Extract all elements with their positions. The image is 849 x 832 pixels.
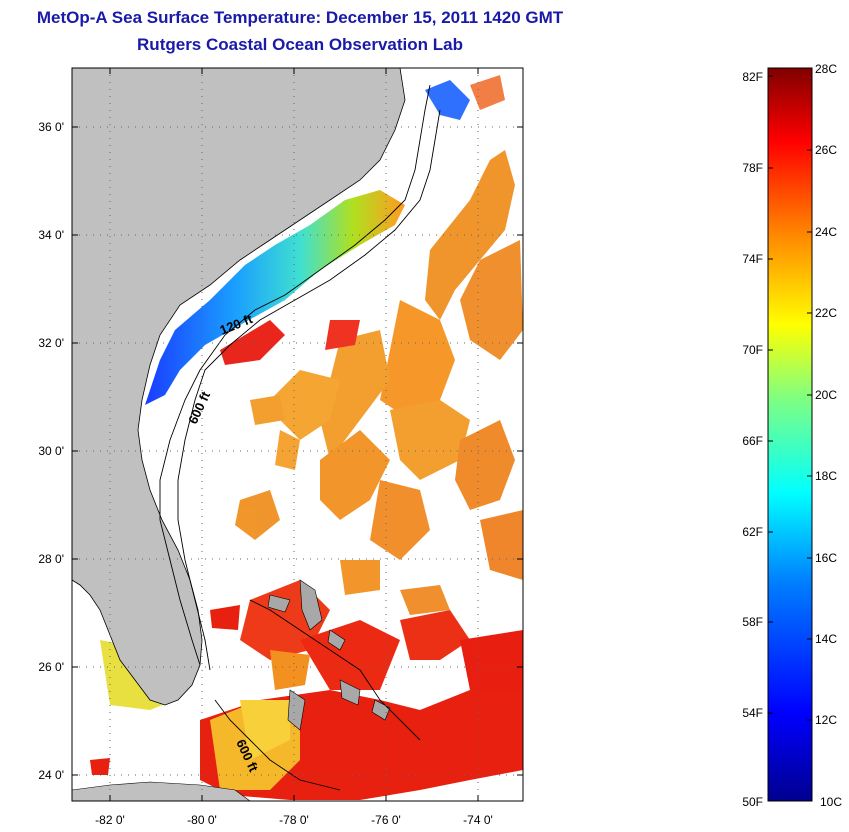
lat-tick-label: 28 0' [38,552,64,566]
colorbar-c-label: 16C [815,551,837,565]
colorbar-c-label: 24C [815,225,837,239]
colorbar-c-label: 20C [815,388,837,402]
colorbar-c-label: 10C [820,795,842,809]
lat-tick-label: 30 0' [38,444,64,458]
colorbar-f-label: 82F [742,70,763,84]
lat-tick-label: 36 0' [38,120,64,134]
colorbar-f-label: 58F [742,615,763,629]
colorbar-f-label: 50F [742,795,763,809]
lon-tick-label: -74 0' [463,813,493,827]
sst-coastal-cold-band [145,190,405,405]
lon-tick-label: -78 0' [279,813,309,827]
map-title: MetOp-A Sea Surface Temperature: Decembe… [36,8,564,27]
bathymetry-contours [159,84,441,791]
map-frame [71,67,524,802]
axis-ticks [72,68,523,801]
colorbar-gradient [767,67,813,802]
lat-tick-label: 26 0' [38,660,64,674]
land-cuba [72,781,251,801]
colorbar-f-label: 70F [742,343,763,357]
sst-offshore-patches [220,150,523,615]
map-layers: 120 ft 600 ft 600 ft [72,68,523,801]
colorbar-c-label: 26C [815,143,837,157]
lat-tick-label: 34 0' [38,228,64,242]
lon-tick-label: -80 0' [187,813,217,827]
lat-tick-label: 24 0' [38,768,64,782]
land-bahamas [267,579,391,731]
colorbar-f-label: 74F [742,252,763,266]
colorbar-c-label: 28C [815,62,837,76]
colorbar: 82F 78F 74F 70F 66F 62F 58F 54F 50F 28C … [742,62,842,809]
colorbar-c-label: 22C [815,306,837,320]
colorbar-c-label: 12C [815,713,837,727]
colorbar-c-label: 14C [815,632,837,646]
colorbar-f-label: 66F [742,434,763,448]
colorbar-f-label: 78F [742,161,763,175]
map-subtitle: Rutgers Coastal Ocean Observation Lab [137,35,463,54]
lon-tick-label: -82 0' [95,813,125,827]
colorbar-f-label: 54F [742,706,763,720]
colorbar-c-label: 18C [815,469,837,483]
lon-tick-label: -76 0' [371,813,401,827]
lat-tick-label: 32 0' [38,336,64,350]
land-southeast-us [72,68,406,706]
colorbar-f-label: 62F [742,525,763,539]
